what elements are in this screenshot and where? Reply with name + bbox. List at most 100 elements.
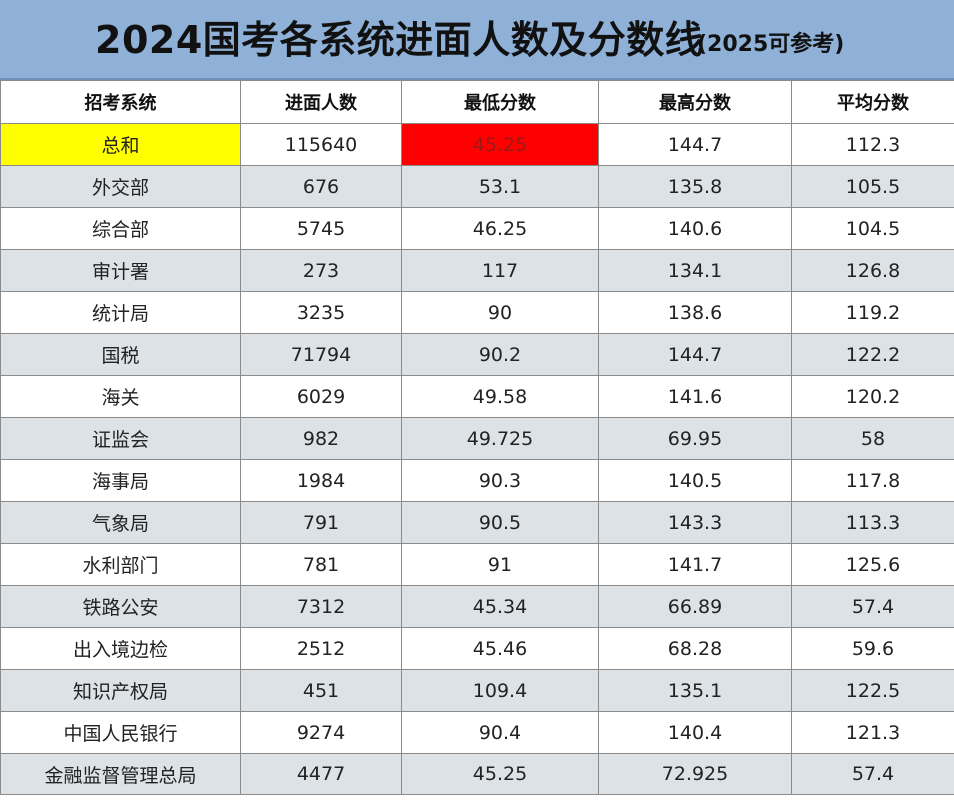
interview-count-cell: 9274 bbox=[240, 711, 402, 754]
table-row: 总和 115640 45.25 144.7 112.3 bbox=[0, 123, 954, 166]
table-row: 中国人民银行 9274 90.4 140.4 121.3 bbox=[0, 711, 954, 754]
column-header-avg-score: 平均分数 bbox=[791, 80, 954, 124]
column-header-interview-count: 进面人数 bbox=[240, 80, 402, 124]
max-score-cell: 68.28 bbox=[598, 627, 792, 670]
table-row: 外交部 676 53.1 135.8 105.5 bbox=[0, 165, 954, 208]
table-row: 证监会 982 49.725 69.95 58 bbox=[0, 417, 954, 460]
interview-count-cell: 6029 bbox=[240, 375, 402, 418]
system-cell: 审计署 bbox=[0, 249, 241, 292]
min-score-cell: 46.25 bbox=[401, 207, 599, 250]
interview-count-cell: 115640 bbox=[240, 123, 402, 166]
interview-count-cell: 5745 bbox=[240, 207, 402, 250]
interview-count-cell: 3235 bbox=[240, 291, 402, 334]
table-row: 统计局 3235 90 138.6 119.2 bbox=[0, 291, 954, 334]
avg-score-cell: 122.5 bbox=[791, 669, 954, 712]
system-cell: 证监会 bbox=[0, 417, 241, 460]
avg-score-cell: 104.5 bbox=[791, 207, 954, 250]
system-cell: 国税 bbox=[0, 333, 241, 376]
interview-count-cell: 71794 bbox=[240, 333, 402, 376]
column-header-system: 招考系统 bbox=[0, 80, 241, 124]
table-row: 气象局 791 90.5 143.3 113.3 bbox=[0, 501, 954, 544]
interview-count-cell: 273 bbox=[240, 249, 402, 292]
system-cell: 金融监督管理总局 bbox=[0, 753, 241, 795]
interview-count-cell: 1984 bbox=[240, 459, 402, 502]
system-cell: 综合部 bbox=[0, 207, 241, 250]
avg-score-cell: 125.6 bbox=[791, 543, 954, 586]
avg-score-cell: 112.3 bbox=[791, 123, 954, 166]
table-row: 知识产权局 451 109.4 135.1 122.5 bbox=[0, 669, 954, 712]
table-header-row: 招考系统 进面人数 最低分数 最高分数 平均分数 bbox=[0, 80, 954, 124]
min-score-cell: 90.2 bbox=[401, 333, 599, 376]
avg-score-cell: 113.3 bbox=[791, 501, 954, 544]
table-row: 审计署 273 117 134.1 126.8 bbox=[0, 249, 954, 292]
min-score-cell: 90 bbox=[401, 291, 599, 334]
system-cell: 出入境边检 bbox=[0, 627, 241, 670]
avg-score-cell: 117.8 bbox=[791, 459, 954, 502]
system-cell: 水利部门 bbox=[0, 543, 241, 586]
max-score-cell: 143.3 bbox=[598, 501, 792, 544]
table-row: 铁路公安 7312 45.34 66.89 57.4 bbox=[0, 585, 954, 628]
min-score-cell: 45.46 bbox=[401, 627, 599, 670]
min-score-cell: 49.58 bbox=[401, 375, 599, 418]
max-score-cell: 138.6 bbox=[598, 291, 792, 334]
max-score-cell: 66.89 bbox=[598, 585, 792, 628]
max-score-cell: 135.8 bbox=[598, 165, 792, 208]
max-score-cell: 140.6 bbox=[598, 207, 792, 250]
min-score-cell: 45.34 bbox=[401, 585, 599, 628]
interview-count-cell: 4477 bbox=[240, 753, 402, 795]
avg-score-cell: 119.2 bbox=[791, 291, 954, 334]
min-score-cell: 109.4 bbox=[401, 669, 599, 712]
system-cell: 海关 bbox=[0, 375, 241, 418]
max-score-cell: 144.7 bbox=[598, 123, 792, 166]
interview-count-cell: 791 bbox=[240, 501, 402, 544]
min-score-cell: 117 bbox=[401, 249, 599, 292]
system-cell: 中国人民银行 bbox=[0, 711, 241, 754]
max-score-cell: 144.7 bbox=[598, 333, 792, 376]
column-header-max-score: 最高分数 bbox=[598, 80, 792, 124]
page-subtitle: (2025可参考) bbox=[697, 32, 845, 57]
system-cell: 外交部 bbox=[0, 165, 241, 208]
min-score-cell: 91 bbox=[401, 543, 599, 586]
score-table: 招考系统 进面人数 最低分数 最高分数 平均分数 总和 115640 45.25… bbox=[0, 80, 954, 795]
table-row: 出入境边检 2512 45.46 68.28 59.6 bbox=[0, 627, 954, 670]
table-row: 综合部 5745 46.25 140.6 104.5 bbox=[0, 207, 954, 250]
max-score-cell: 72.925 bbox=[598, 753, 792, 795]
min-score-cell: 45.25 bbox=[401, 123, 599, 166]
table-row: 金融监督管理总局 4477 45.25 72.925 57.4 bbox=[0, 753, 954, 795]
page-title: 2024国考各系统进面人数及分数线 bbox=[95, 18, 704, 62]
avg-score-cell: 105.5 bbox=[791, 165, 954, 208]
avg-score-cell: 58 bbox=[791, 417, 954, 460]
system-cell: 总和 bbox=[0, 123, 241, 166]
interview-count-cell: 7312 bbox=[240, 585, 402, 628]
max-score-cell: 140.4 bbox=[598, 711, 792, 754]
max-score-cell: 141.6 bbox=[598, 375, 792, 418]
max-score-cell: 134.1 bbox=[598, 249, 792, 292]
system-cell: 知识产权局 bbox=[0, 669, 241, 712]
avg-score-cell: 57.4 bbox=[791, 585, 954, 628]
interview-count-cell: 781 bbox=[240, 543, 402, 586]
avg-score-cell: 59.6 bbox=[791, 627, 954, 670]
interview-count-cell: 982 bbox=[240, 417, 402, 460]
interview-count-cell: 451 bbox=[240, 669, 402, 712]
min-score-cell: 90.3 bbox=[401, 459, 599, 502]
interview-count-cell: 676 bbox=[240, 165, 402, 208]
table-row: 海事局 1984 90.3 140.5 117.8 bbox=[0, 459, 954, 502]
min-score-cell: 53.1 bbox=[401, 165, 599, 208]
min-score-cell: 90.5 bbox=[401, 501, 599, 544]
system-cell: 铁路公安 bbox=[0, 585, 241, 628]
system-cell: 气象局 bbox=[0, 501, 241, 544]
min-score-cell: 90.4 bbox=[401, 711, 599, 754]
title-banner: 2024国考各系统进面人数及分数线 (2025可参考) bbox=[0, 0, 954, 80]
system-cell: 统计局 bbox=[0, 291, 241, 334]
table-row: 水利部门 781 91 141.7 125.6 bbox=[0, 543, 954, 586]
max-score-cell: 69.95 bbox=[598, 417, 792, 460]
table-row: 国税 71794 90.2 144.7 122.2 bbox=[0, 333, 954, 376]
min-score-cell: 49.725 bbox=[401, 417, 599, 460]
max-score-cell: 135.1 bbox=[598, 669, 792, 712]
avg-score-cell: 126.8 bbox=[791, 249, 954, 292]
avg-score-cell: 57.4 bbox=[791, 753, 954, 795]
column-header-min-score: 最低分数 bbox=[401, 80, 599, 124]
avg-score-cell: 120.2 bbox=[791, 375, 954, 418]
max-score-cell: 140.5 bbox=[598, 459, 792, 502]
